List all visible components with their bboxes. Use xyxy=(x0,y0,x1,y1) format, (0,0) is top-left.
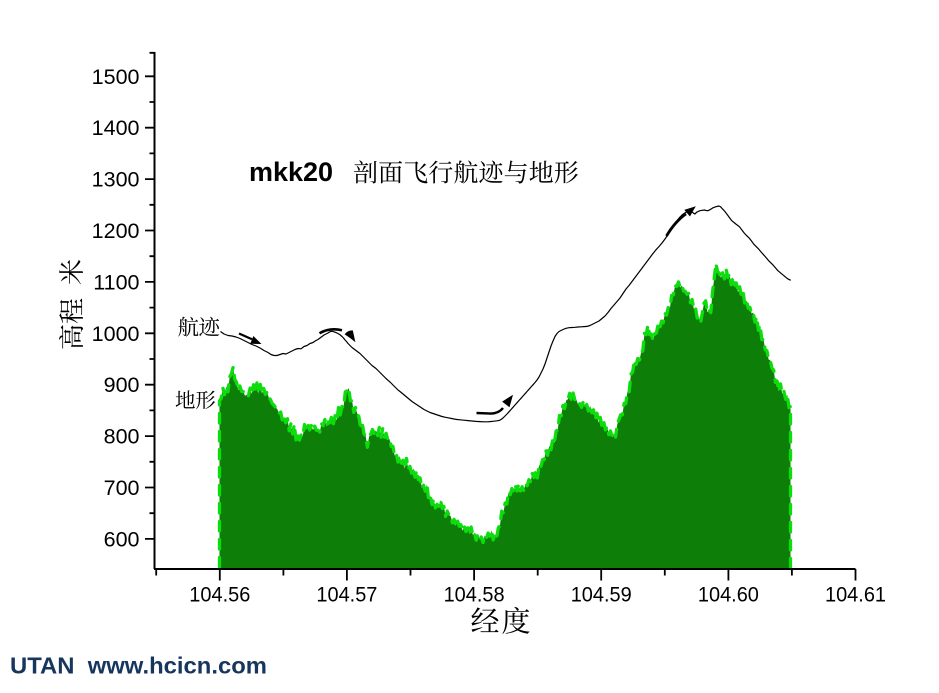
svg-text:800: 800 xyxy=(104,425,140,449)
svg-text:700: 700 xyxy=(104,476,140,500)
svg-text:104.59: 104.59 xyxy=(571,583,632,607)
svg-text:104.61: 104.61 xyxy=(825,583,886,607)
svg-text:104.60: 104.60 xyxy=(698,583,759,607)
svg-text:mkk20: mkk20 xyxy=(249,157,333,187)
svg-text:900: 900 xyxy=(104,373,140,397)
svg-text:104.56: 104.56 xyxy=(189,583,250,607)
svg-text:1200: 1200 xyxy=(92,219,140,243)
svg-text:UTAN www.hcicn.com: UTAN www.hcicn.com xyxy=(10,653,267,679)
svg-text:1400: 1400 xyxy=(92,116,140,140)
svg-text:104.57: 104.57 xyxy=(316,583,377,607)
svg-text:1500: 1500 xyxy=(92,65,140,89)
svg-text:1000: 1000 xyxy=(92,322,140,346)
svg-text:600: 600 xyxy=(104,527,140,551)
svg-text:1100: 1100 xyxy=(93,270,139,294)
svg-text:1300: 1300 xyxy=(92,168,140,192)
svg-text:104.58: 104.58 xyxy=(444,583,505,607)
